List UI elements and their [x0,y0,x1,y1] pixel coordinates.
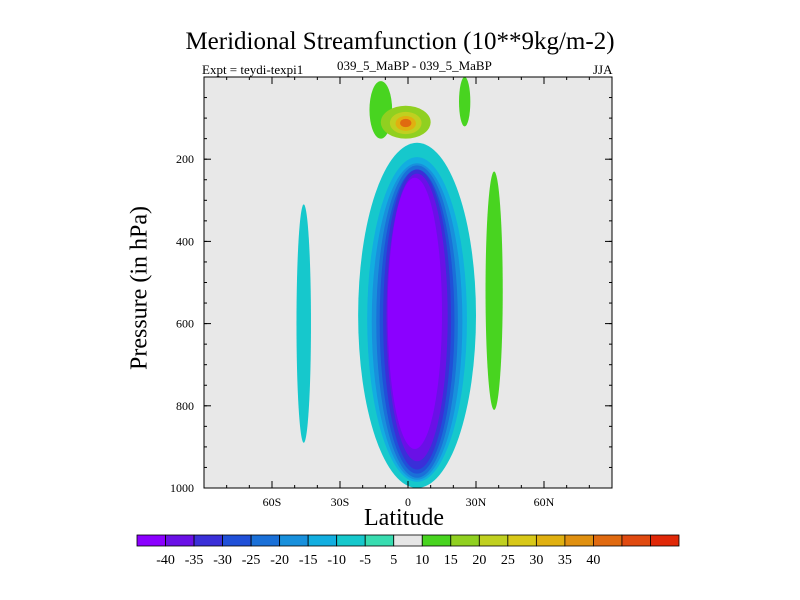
colorbar-label: 5 [390,553,397,568]
colorbar-label: 30 [529,553,543,568]
colorbar-swatch [307,534,338,547]
colorbar-label: -20 [270,553,289,568]
colorbar-label: -40 [156,553,175,568]
colorbar-swatch [336,534,366,547]
contour-band--40 [387,177,442,449]
colorbar: -40 -35 -30 -25 -20 -15 -10 -5 5 10 15 20 25 30 35 40 [136,534,680,568]
colorbar-swatch [593,534,623,547]
contour-band-north-midlat [485,171,503,410]
colorbar-swatch [478,534,509,547]
colorbar-swatch [650,534,680,547]
colorbar-label: -10 [327,553,346,568]
contour-band-strat-35 [400,118,412,128]
plot-area: 60S 30S 0 30N 60N 200 400 600 800 1000 [170,76,613,509]
colorbar-label: -25 [242,553,261,568]
colorbar-swatch [136,534,166,547]
comparison-label: 039_5_MaBP - 039_5_MaBP [337,58,492,73]
experiment-label: Expt = teydi-texpi1 [202,62,304,77]
colorbar-swatch [364,534,395,547]
x-axis-ticks: 60S 30S 0 30N 60N [203,77,613,509]
chart-title: Meridional Streamfunction (10**9kg/m-2) [185,28,615,55]
x-axis-label: Latitude [364,505,444,531]
colorbar-swatch [564,534,594,547]
colorbar-swatch [222,534,252,547]
colorbar-swatch [507,534,537,547]
y-axis-ticks: 200 400 600 800 1000 [170,97,612,495]
y-tick-label: 1000 [170,481,194,495]
season-label: JJA [593,62,613,77]
contour-band-strat-right [459,77,471,127]
y-tick-label: 600 [176,317,194,331]
colorbar-label: 20 [472,553,486,568]
colorbar-swatch [535,534,566,547]
x-tick-label: 30N [466,495,487,509]
y-tick-label: 800 [176,399,194,413]
colorbar-swatch [621,534,651,547]
colorbar-label: 10 [415,553,429,568]
colorbar-swatch [279,534,309,547]
colorbar-label: -5 [359,553,371,568]
x-tick-label: 60N [534,495,555,509]
x-tick-label: 30S [331,495,350,509]
colorbar-swatch [421,534,452,547]
colorbar-label: 25 [501,553,515,568]
colorbar-label: 40 [586,553,600,568]
colorbar-label: -35 [185,553,204,568]
colorbar-label: 15 [444,553,458,568]
colorbar-swatch [450,534,480,547]
x-tick-label: 60S [263,495,282,509]
y-tick-label: 200 [176,152,194,166]
colorbar-swatch [193,534,223,547]
colorbar-label: -30 [213,553,232,568]
x-tick-label: 0 [405,495,411,509]
colorbar-swatch [250,534,281,547]
contour-band-south-midlat [296,204,311,443]
colorbar-swatch [393,534,423,547]
colorbar-swatch [165,534,195,547]
colorbar-label: 35 [558,553,572,568]
y-tick-label: 400 [176,234,194,248]
colorbar-label: -15 [299,553,318,568]
contour-layer [296,77,503,488]
